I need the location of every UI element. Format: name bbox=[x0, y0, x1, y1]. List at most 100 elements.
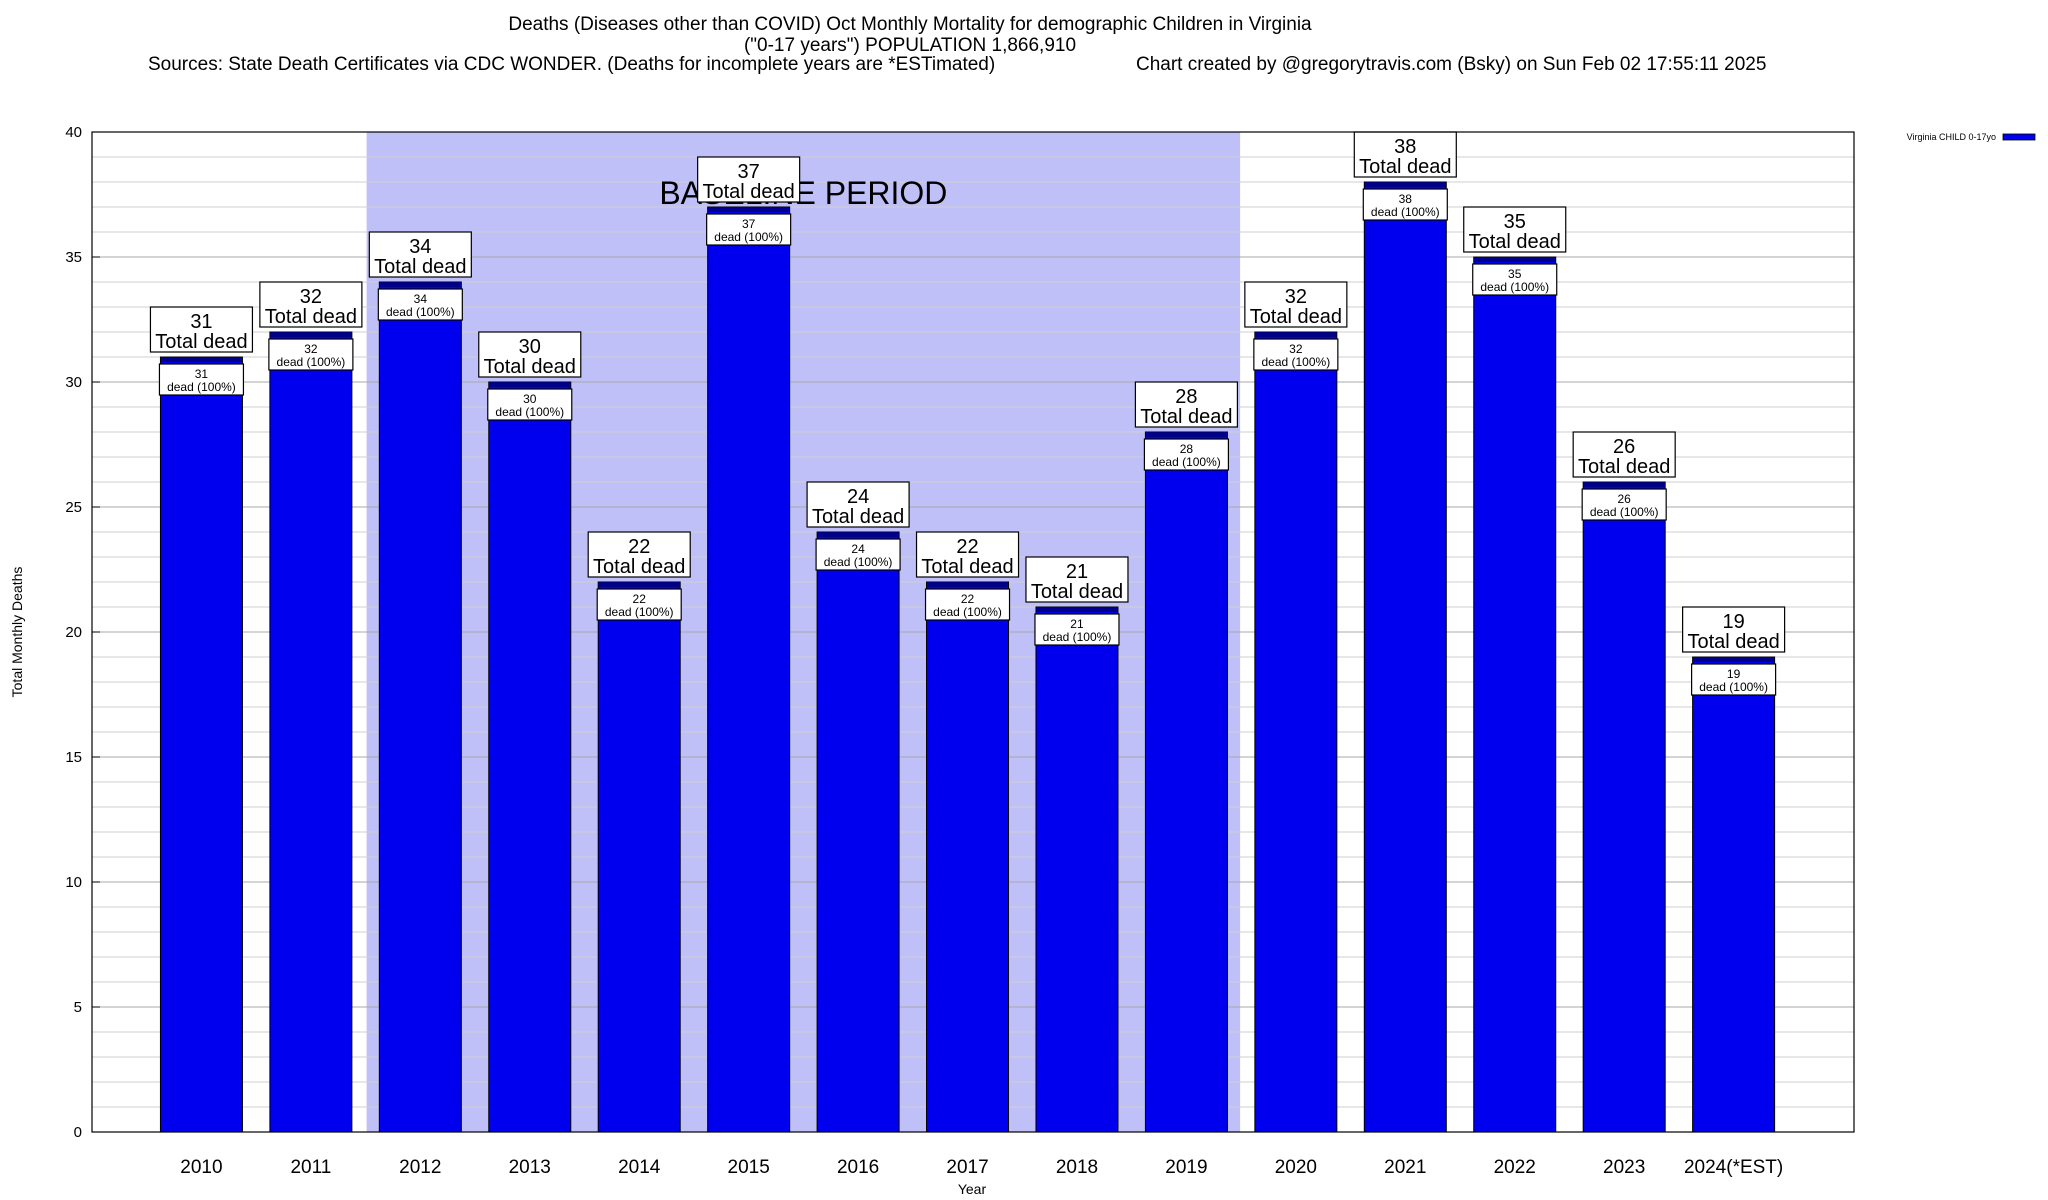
y-tick-label: 0 bbox=[74, 1124, 82, 1141]
inner-value-label: 38 bbox=[1399, 192, 1413, 206]
sources-note: Sources: State Death Certificates via CD… bbox=[148, 54, 996, 75]
total-value-label: 32 bbox=[300, 286, 322, 308]
inner-label-box bbox=[487, 388, 573, 421]
inner-value-label: 22 bbox=[961, 592, 975, 606]
x-tick-label: 2018 bbox=[1056, 1157, 1098, 1178]
y-tick-label: 5 bbox=[74, 999, 82, 1016]
x-tick-label: 2021 bbox=[1384, 1157, 1426, 1178]
bar bbox=[1035, 606, 1119, 1133]
inner-dead-label: dead (100%) bbox=[386, 305, 455, 319]
inner-dead-label: dead (100%) bbox=[1152, 455, 1221, 469]
total-dead-label: Total dead bbox=[374, 256, 466, 278]
total-dead-label: Total dead bbox=[593, 556, 685, 578]
total-label-box bbox=[1463, 206, 1567, 253]
inner-dead-label: dead (100%) bbox=[1590, 505, 1659, 519]
total-dead-label: Total dead bbox=[1031, 581, 1123, 603]
x-tick-label: 2017 bbox=[946, 1157, 988, 1178]
y-tick-label: 10 bbox=[65, 874, 82, 891]
total-dead-label: Total dead bbox=[921, 556, 1013, 578]
total-value-label: 38 bbox=[1394, 136, 1416, 158]
legend-swatch bbox=[2002, 133, 2036, 141]
inner-label-box bbox=[815, 538, 901, 571]
y-tick-label: 25 bbox=[65, 499, 82, 516]
y-axis-label: Total Monthly Deaths bbox=[9, 567, 25, 698]
inner-label-box bbox=[1034, 613, 1120, 646]
bar bbox=[269, 331, 353, 1133]
total-value-label: 22 bbox=[956, 536, 978, 558]
x-tick-label: 2010 bbox=[180, 1157, 222, 1178]
inner-label-box bbox=[268, 338, 354, 371]
inner-label-box bbox=[158, 363, 245, 396]
total-value-label: 28 bbox=[1175, 386, 1197, 408]
y-tick-label: 20 bbox=[65, 624, 82, 641]
inner-dead-label: dead (100%) bbox=[714, 230, 783, 244]
bar bbox=[926, 581, 1010, 1133]
x-tick-label: 2016 bbox=[837, 1157, 879, 1178]
inner-label-box bbox=[1472, 263, 1558, 296]
bar bbox=[378, 281, 462, 1133]
total-dead-label: Total dead bbox=[702, 181, 794, 203]
inner-dead-label: dead (100%) bbox=[605, 605, 674, 619]
total-value-label: 24 bbox=[847, 486, 869, 508]
total-label-box bbox=[806, 481, 910, 528]
inner-value-label: 22 bbox=[633, 592, 647, 606]
total-dead-label: Total dead bbox=[1578, 456, 1670, 478]
total-label-box bbox=[915, 531, 1020, 578]
x-tick-label: 2014 bbox=[618, 1157, 661, 1178]
x-tick-label: 2011 bbox=[290, 1157, 331, 1178]
total-dead-label: Total dead bbox=[265, 306, 357, 328]
inner-dead-label: dead (100%) bbox=[495, 405, 564, 419]
inner-value-label: 32 bbox=[304, 342, 318, 356]
x-tick-label: 2013 bbox=[509, 1157, 551, 1178]
total-dead-label: Total dead bbox=[1250, 306, 1342, 328]
total-label-box bbox=[1134, 381, 1239, 428]
bar bbox=[816, 531, 900, 1133]
total-label-box bbox=[1353, 131, 1457, 178]
bar bbox=[707, 206, 791, 1133]
x-tick-label: 2022 bbox=[1494, 1157, 1536, 1178]
total-label-box bbox=[1244, 281, 1348, 328]
x-axis-label: Year bbox=[958, 1181, 987, 1197]
inner-dead-label: dead (100%) bbox=[277, 355, 346, 369]
bar bbox=[1363, 181, 1447, 1133]
inner-value-label: 21 bbox=[1070, 617, 1084, 631]
total-label-box bbox=[1682, 606, 1786, 653]
bar bbox=[597, 581, 681, 1133]
chart-subtitle: ("0-17 years") POPULATION 1,866,910 bbox=[743, 35, 1077, 56]
inner-dead-label: dead (100%) bbox=[1480, 280, 1549, 294]
inner-value-label: 32 bbox=[1289, 342, 1303, 356]
inner-label-box bbox=[1253, 338, 1339, 371]
inner-value-label: 19 bbox=[1727, 667, 1741, 681]
inner-label-box bbox=[924, 588, 1011, 621]
x-tick-label: 2023 bbox=[1603, 1157, 1645, 1178]
inner-label-box bbox=[1143, 438, 1230, 471]
total-value-label: 22 bbox=[628, 536, 650, 558]
inner-dead-label: dead (100%) bbox=[1699, 680, 1768, 694]
chart-title: Deaths (Diseases other than COVID) Oct M… bbox=[508, 14, 1312, 35]
chart-credit: Chart created by @gregorytravis.com (Bsk… bbox=[1136, 54, 1767, 75]
total-value-label: 21 bbox=[1066, 561, 1088, 583]
inner-dead-label: dead (100%) bbox=[933, 605, 1002, 619]
total-value-label: 32 bbox=[1285, 286, 1307, 308]
bar bbox=[1582, 481, 1666, 1133]
total-dead-label: Total dead bbox=[1140, 406, 1232, 428]
total-value-label: 31 bbox=[190, 311, 212, 333]
inner-label-box bbox=[1691, 663, 1777, 696]
inner-value-label: 31 bbox=[195, 367, 209, 381]
total-dead-label: Total dead bbox=[1687, 631, 1779, 653]
total-label-box bbox=[697, 156, 801, 203]
total-value-label: 30 bbox=[519, 336, 541, 358]
inner-label-box bbox=[706, 213, 792, 246]
y-tick-label: 40 bbox=[65, 124, 82, 141]
bar bbox=[1254, 331, 1338, 1133]
inner-dead-label: dead (100%) bbox=[824, 555, 893, 569]
total-value-label: 26 bbox=[1613, 436, 1635, 458]
total-label-box bbox=[149, 306, 254, 353]
plot-frame bbox=[91, 131, 1855, 1133]
total-label-box bbox=[478, 331, 582, 378]
inner-label-box bbox=[1362, 188, 1448, 221]
bar bbox=[488, 381, 572, 1133]
inner-value-label: 37 bbox=[742, 217, 756, 231]
total-dead-label: Total dead bbox=[484, 356, 576, 378]
legend-label: Virginia CHILD 0-17yo bbox=[1907, 132, 1996, 142]
